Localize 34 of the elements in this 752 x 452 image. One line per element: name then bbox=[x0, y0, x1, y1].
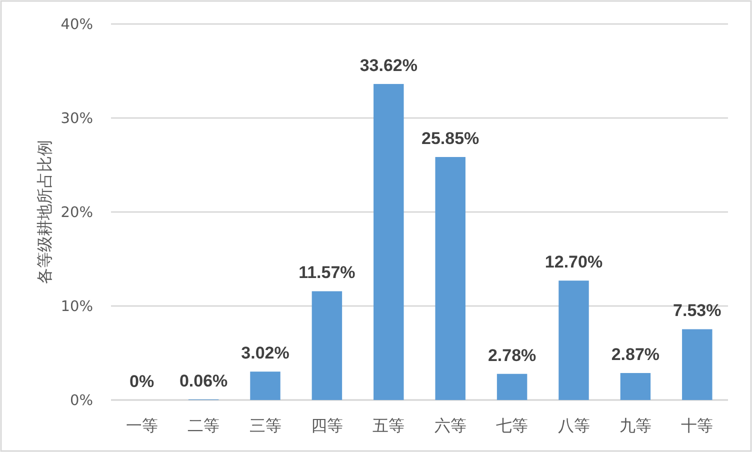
bar bbox=[250, 372, 280, 400]
x-tick-label: 九等 bbox=[619, 416, 652, 435]
data-label: 33.62% bbox=[360, 56, 418, 75]
data-label: 25.85% bbox=[422, 129, 480, 148]
y-tick-label: 20% bbox=[60, 205, 93, 221]
bar bbox=[682, 329, 712, 400]
data-label: 7.53% bbox=[673, 301, 722, 320]
y-axis-title: 各等级耕地所占比例 bbox=[35, 140, 54, 284]
y-tick-label: 30% bbox=[60, 111, 93, 127]
y-tick-label: 0% bbox=[70, 393, 93, 409]
data-label: 0.06% bbox=[179, 371, 228, 390]
bar bbox=[435, 157, 466, 400]
data-label: 11.57% bbox=[298, 263, 356, 282]
x-tick-label: 五等 bbox=[372, 416, 405, 435]
bar bbox=[312, 291, 342, 400]
data-label: 0% bbox=[130, 372, 154, 391]
bar bbox=[558, 280, 589, 400]
y-tick-label: 40% bbox=[60, 17, 93, 33]
data-label: 3.02% bbox=[241, 344, 290, 363]
data-label: 2.78% bbox=[488, 346, 536, 365]
data-label: 12.70% bbox=[544, 252, 603, 272]
y-tick-label: 10% bbox=[60, 299, 93, 315]
data-label: 2.87% bbox=[611, 345, 660, 364]
x-tick-label: 二等 bbox=[188, 416, 220, 435]
x-tick-label: 六等 bbox=[434, 416, 466, 435]
x-tick-label: 三等 bbox=[249, 416, 282, 435]
x-tick-label: 四等 bbox=[310, 416, 343, 435]
x-tick-label: 一等 bbox=[126, 416, 158, 435]
x-tick-label: 七等 bbox=[496, 416, 528, 435]
x-tick-label: 八等 bbox=[558, 416, 590, 435]
bar bbox=[374, 84, 404, 400]
bar bbox=[496, 374, 528, 400]
x-tick-label: 十等 bbox=[681, 416, 714, 435]
bar bbox=[620, 373, 651, 400]
